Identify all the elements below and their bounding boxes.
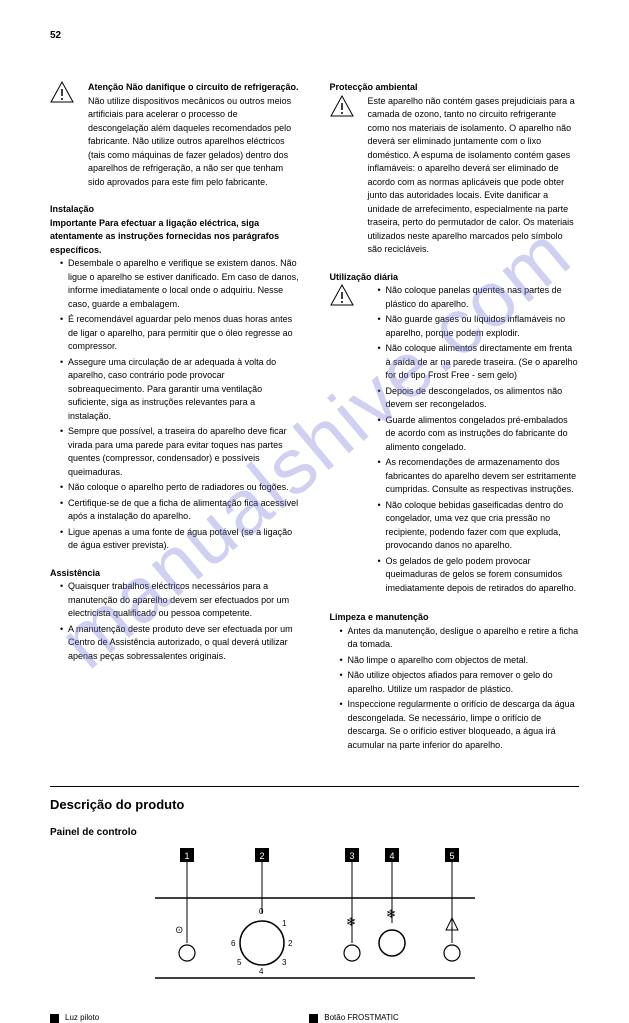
svg-text:2: 2 [288, 939, 293, 948]
assistance-list: Quaisquer trabalhos eléctricos necessári… [50, 580, 300, 663]
list-item: Não limpe o aparelho com objectos de met… [340, 654, 580, 668]
env-body: Este aparelho não contém gases prejudici… [368, 96, 575, 255]
installation-title: Instalação [50, 203, 300, 217]
list-item: Não guarde gases ou líquidos inflamáveis… [378, 313, 580, 340]
list-item: Certifique-se de que a ficha de alimenta… [60, 497, 300, 524]
list-item: Não coloque alimentos directamente em fr… [378, 342, 580, 383]
label-1: Luz piloto [50, 1013, 99, 1023]
care-list: Antes da manutenção, desligue o aparelho… [330, 625, 580, 753]
warning-section-1: Atenção Não danifique o circuito de refr… [50, 81, 300, 189]
installation-list: Desembale o aparelho e verifique se exis… [50, 257, 300, 553]
svg-text:4: 4 [259, 967, 264, 976]
svg-text:0: 0 [259, 907, 264, 916]
list-item: A manutenção deste produto deve ser efec… [60, 623, 300, 664]
page-content: 52 Atenção Não danifique o circuito de r… [0, 0, 629, 893]
two-column-layout: Atenção Não danifique o circuito de refr… [50, 81, 579, 766]
list-item: Os gelados de gelo podem provocar queima… [378, 555, 580, 596]
left-column: Atenção Não danifique o circuito de refr… [50, 81, 300, 766]
daily-use-list: Não coloque panelas quentes nas partes d… [368, 284, 580, 597]
daily-use-title: Utilização diária [330, 271, 580, 285]
svg-text:5: 5 [449, 851, 454, 861]
warning-body-1: Não utilize dispositivos mecânicos ou ou… [88, 95, 300, 190]
label-text-1: Luz piloto [65, 1013, 99, 1023]
list-item: Depois de descongelados, os alimentos nã… [378, 385, 580, 412]
env-title: Protecção ambiental [330, 81, 580, 95]
label-row: Luz piloto Botão FROSTMATIC [50, 1013, 579, 1023]
assistance-section: Assistência Quaisquer trabalhos eléctric… [50, 567, 300, 664]
list-item: Sempre que possível, a traseira do apare… [60, 425, 300, 479]
warning-triangle-icon [330, 95, 354, 122]
list-item: Não coloque o aparelho perto de radiador… [60, 481, 300, 495]
daily-use-section: Utilização diária Não coloque panelas qu… [330, 271, 580, 598]
svg-text:❄: ❄ [346, 915, 356, 929]
env-text: Este aparelho não contém gases prejudici… [368, 95, 580, 257]
label-2: Botão FROSTMATIC [309, 1013, 399, 1023]
label-marker-icon [309, 1014, 318, 1023]
page-number: 52 [50, 30, 579, 41]
svg-text:❄: ❄ [386, 907, 396, 921]
svg-text:2: 2 [259, 851, 264, 861]
svg-text:5: 5 [237, 958, 242, 967]
svg-text:6: 6 [231, 939, 236, 948]
list-item: As recomendações de armazenamento dos fa… [378, 456, 580, 497]
list-item: Guarde alimentos congelados pré-embalado… [378, 414, 580, 455]
svg-text:1: 1 [282, 919, 287, 928]
list-item: Não coloque bebidas gaseificadas dentro … [378, 499, 580, 553]
section-divider [50, 786, 579, 787]
list-item: É recomendável aguardar pelo menos duas … [60, 313, 300, 354]
list-item: Inspeccione regularmente o orifício de d… [340, 698, 580, 752]
warning-triangle-icon [330, 284, 354, 311]
care-title: Limpeza e manutenção [330, 611, 580, 625]
assistance-title: Assistência [50, 567, 300, 581]
svg-text:3: 3 [349, 851, 354, 861]
svg-text:⊙: ⊙ [175, 925, 183, 936]
list-item: Antes da manutenção, desligue o aparelho… [340, 625, 580, 652]
label-text-2: Botão FROSTMATIC [324, 1013, 399, 1023]
svg-text:3: 3 [282, 958, 287, 967]
care-section: Limpeza e manutenção Antes da manutenção… [330, 611, 580, 752]
list-item: Não utilize objectos afiados para remove… [340, 669, 580, 696]
daily-use-warning: Não coloque panelas quentes nas partes d… [330, 284, 580, 597]
list-item: Ligue apenas a uma fonte de água potável… [60, 526, 300, 553]
svg-text:4: 4 [389, 851, 394, 861]
warning-triangle-icon [50, 81, 74, 108]
installation-important: Importante Para efectuar a ligação eléct… [50, 217, 300, 258]
list-item: Quaisquer trabalhos eléctricos necessári… [60, 580, 300, 621]
right-column: Protecção ambiental Este aparelho não co… [330, 81, 580, 766]
description-section: Descrição do produto Painel de controlo … [50, 797, 579, 1023]
description-title: Descrição do produto [50, 797, 579, 812]
warning-text-1: Atenção Não danifique o circuito de refr… [88, 81, 300, 189]
list-item: Desembale o aparelho e verifique se exis… [60, 257, 300, 311]
description-subtitle: Painel de controlo [50, 827, 579, 838]
env-section: Protecção ambiental Este aparelho não co… [330, 81, 580, 257]
warning-bold-1: Atenção Não danifique o circuito de refr… [88, 82, 299, 92]
list-item: Assegure uma circulação de ar adequada à… [60, 356, 300, 424]
list-item: Não coloque panelas quentes nas partes d… [378, 284, 580, 311]
control-panel-svg: 1 2 3 4 5 [155, 848, 475, 998]
svg-text:1: 1 [184, 851, 189, 861]
label-marker-icon [50, 1014, 59, 1023]
env-warning: Este aparelho não contém gases prejudici… [330, 95, 580, 257]
installation-section: Instalação Importante Para efectuar a li… [50, 203, 300, 553]
control-panel-diagram: 1 2 3 4 5 [155, 848, 475, 998]
